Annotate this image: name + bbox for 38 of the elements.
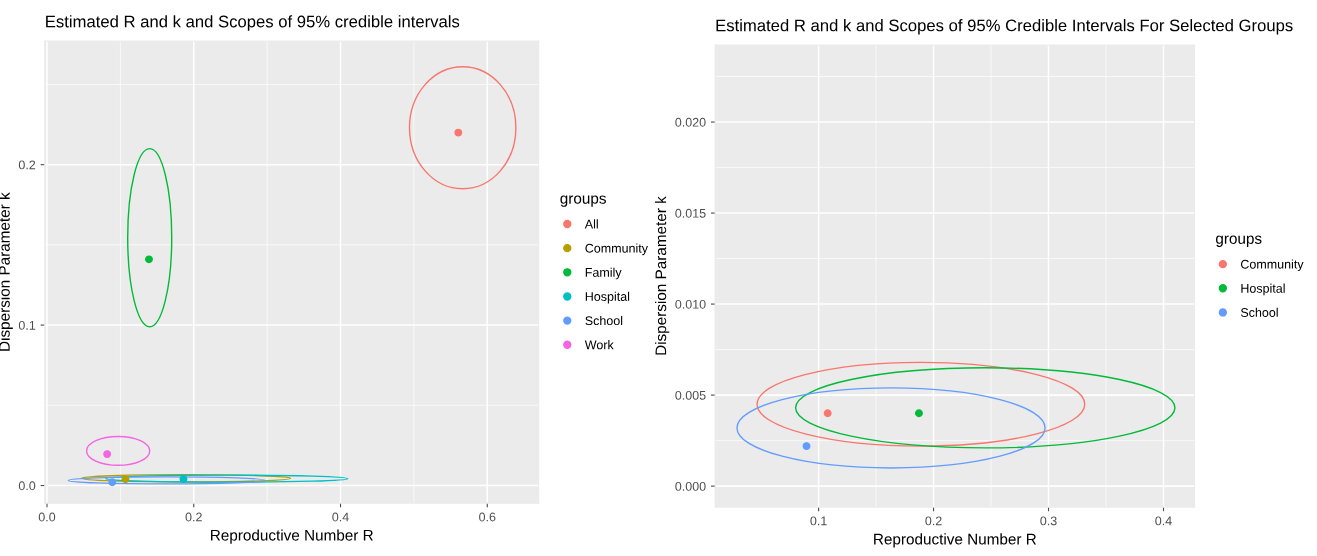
x-tick-label: 0.1 — [810, 516, 827, 526]
x-tick-label: 0.2 — [185, 512, 202, 522]
y-tick-label: 0.000 — [675, 481, 706, 491]
x-tick-label: 0.4 — [332, 512, 349, 522]
y-tick-label: 0.020 — [675, 117, 706, 127]
chart-title: Estimated R and k and Scopes of 95% credible intervals — [46, 15, 460, 31]
x-tick-label: 0.4 — [1155, 516, 1172, 526]
point — [179, 475, 188, 484]
x-tick-label: 0.2 — [925, 516, 942, 526]
y-axis-title: Dispersion Parameter k — [655, 196, 670, 355]
legend-title: groups — [1216, 235, 1262, 247]
point — [145, 255, 153, 264]
legend-label: School — [585, 315, 623, 326]
y-tick-label: 0.015 — [675, 208, 706, 218]
y-tick-label: 0.010 — [675, 299, 706, 309]
x-tick-label: 0.0 — [38, 512, 56, 522]
legend-label: Hospital — [1241, 283, 1285, 296]
legend-label: School — [1240, 307, 1278, 317]
point — [108, 478, 117, 487]
x-axis-title: Reproductive Number R — [211, 529, 373, 544]
legend-title: groups — [560, 195, 606, 207]
point — [103, 450, 112, 459]
x-tick-label: 0.3 — [1040, 516, 1057, 526]
chart-title: Estimated R and k and Scopes of 95% Credible Intervals For Selected Groups — [716, 19, 1293, 35]
legend-label: Work — [584, 340, 614, 350]
y-tick-label: 0.005 — [675, 390, 706, 400]
y-tick-label: 0.1 — [18, 320, 36, 330]
point — [454, 128, 463, 137]
point — [121, 475, 130, 484]
legend-label: Community — [585, 243, 648, 256]
x-axis-title: Reproductive Number R — [874, 533, 1037, 548]
legend-label: Family — [585, 267, 622, 280]
y-tick-label: 0.2 — [18, 160, 36, 170]
legend-label: Community — [1240, 259, 1304, 272]
x-tick-label: 0.6 — [479, 512, 496, 522]
y-tick-label: 0.0 — [18, 481, 36, 491]
legend-label: All — [584, 219, 598, 229]
legend-label: Hospital — [585, 291, 630, 304]
